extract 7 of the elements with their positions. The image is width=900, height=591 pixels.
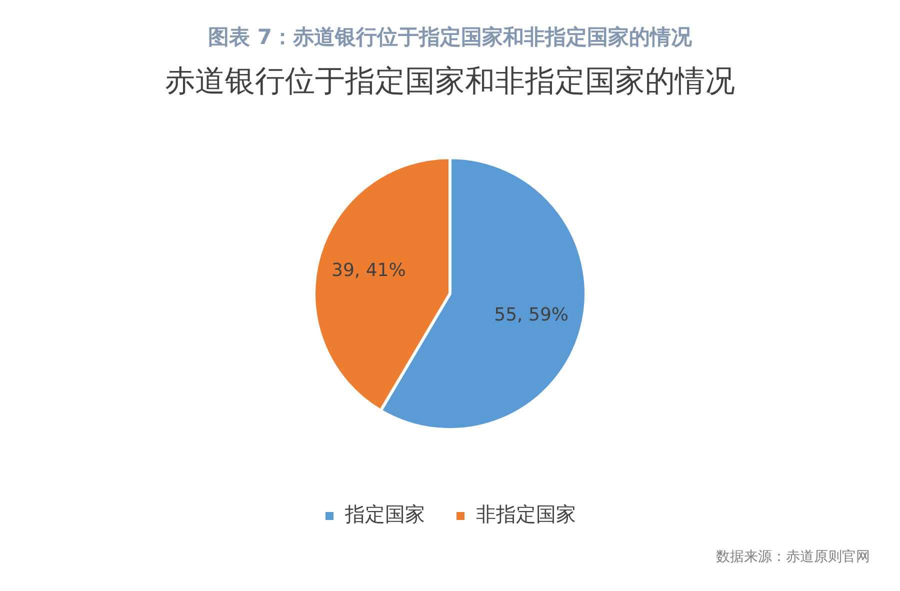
chart-title: 图表 7：赤道银行位于指定国家和非指定国家的情况: [208, 25, 693, 50]
data-label: 39, 41%: [331, 260, 406, 281]
chart-subtitle: 赤道银行位于指定国家和非指定国家的情况: [165, 64, 735, 99]
source-note: 数据来源：赤道原则官网: [716, 548, 870, 566]
legend-label: 指定国家: [344, 502, 425, 526]
legend-label: 非指定国家: [476, 502, 576, 526]
data-label: 55, 59%: [494, 304, 569, 326]
